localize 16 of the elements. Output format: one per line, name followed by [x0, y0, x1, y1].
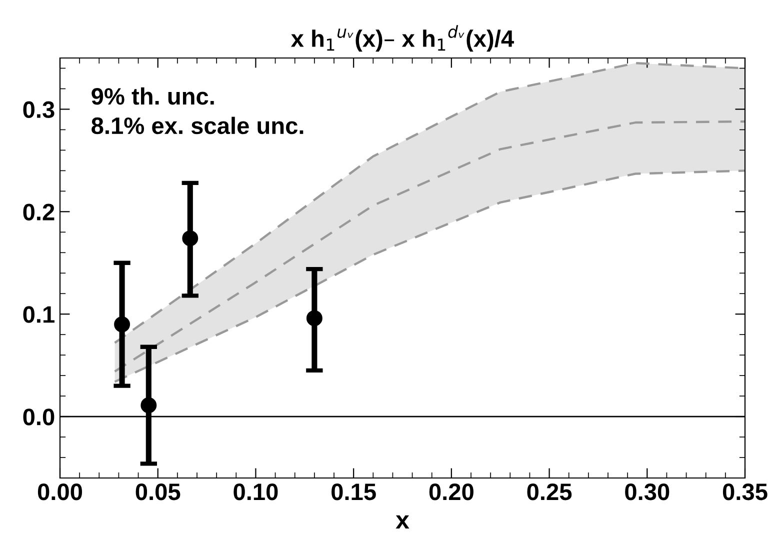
x-tick-label: 0.00: [38, 483, 82, 500]
chart-title: x h$_{1}$$^{uᵥ}$(x)– x h$_{1}$$^{dᵥ}$(x)/4: [290, 25, 514, 52]
x-tick-label: 0.05: [136, 483, 180, 500]
x-tick-label: 0.10: [234, 483, 278, 500]
x-tick-label: 0.20: [429, 483, 474, 500]
annotation: 8.1% ex. scale unc.: [92, 116, 304, 134]
y-tick-label: 0.1: [23, 306, 54, 323]
annotation: 9% th. unc.: [92, 87, 214, 105]
y-tick-label: 0.0: [23, 408, 54, 426]
y-tick-label: 0.2: [23, 204, 54, 220]
x-tick-label: 0.25: [527, 483, 572, 500]
x-axis-title: x: [396, 515, 410, 529]
x-tick-label: 0.30: [625, 483, 670, 500]
x-tick-label: 0.15: [332, 483, 376, 500]
y-tick-label: 0.3: [23, 101, 54, 118]
x-tick-label: 0.35: [722, 483, 768, 500]
